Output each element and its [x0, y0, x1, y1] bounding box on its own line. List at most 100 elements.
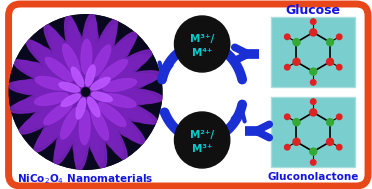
Ellipse shape	[82, 14, 96, 58]
Ellipse shape	[102, 94, 136, 108]
Ellipse shape	[65, 15, 79, 60]
Ellipse shape	[24, 92, 68, 106]
Ellipse shape	[73, 98, 88, 142]
Circle shape	[310, 29, 317, 36]
Ellipse shape	[61, 94, 80, 106]
Circle shape	[285, 114, 290, 120]
Ellipse shape	[87, 96, 108, 138]
Circle shape	[327, 138, 333, 145]
Ellipse shape	[32, 42, 64, 75]
Ellipse shape	[89, 95, 120, 130]
Circle shape	[310, 109, 317, 116]
Ellipse shape	[45, 57, 73, 81]
Ellipse shape	[24, 79, 68, 94]
Ellipse shape	[92, 45, 110, 77]
Ellipse shape	[83, 19, 97, 64]
Circle shape	[174, 16, 230, 72]
Ellipse shape	[117, 101, 157, 124]
Ellipse shape	[75, 126, 89, 170]
Ellipse shape	[60, 97, 85, 136]
Ellipse shape	[41, 47, 73, 81]
Circle shape	[293, 58, 300, 65]
Ellipse shape	[36, 79, 80, 95]
Ellipse shape	[56, 108, 80, 149]
Ellipse shape	[113, 89, 157, 104]
Ellipse shape	[44, 102, 72, 125]
FancyBboxPatch shape	[271, 17, 355, 87]
Circle shape	[311, 80, 316, 85]
Ellipse shape	[59, 82, 80, 92]
Ellipse shape	[94, 25, 117, 66]
Ellipse shape	[102, 97, 141, 122]
Circle shape	[174, 112, 230, 168]
Ellipse shape	[91, 36, 115, 76]
Ellipse shape	[105, 32, 137, 66]
Ellipse shape	[102, 37, 135, 70]
Circle shape	[9, 14, 163, 170]
Text: Gluconolactone: Gluconolactone	[267, 172, 359, 182]
Ellipse shape	[42, 66, 81, 91]
Ellipse shape	[87, 97, 100, 117]
Ellipse shape	[63, 46, 84, 88]
Ellipse shape	[103, 78, 147, 91]
Ellipse shape	[95, 19, 117, 60]
Circle shape	[337, 144, 342, 150]
Ellipse shape	[79, 110, 90, 145]
Ellipse shape	[86, 48, 112, 87]
Text: M³⁺: M³⁺	[192, 144, 212, 154]
Ellipse shape	[40, 93, 81, 115]
Ellipse shape	[112, 112, 145, 144]
Circle shape	[293, 39, 300, 46]
Ellipse shape	[103, 119, 127, 160]
Ellipse shape	[91, 89, 135, 105]
Ellipse shape	[103, 79, 137, 91]
Ellipse shape	[51, 54, 82, 89]
Ellipse shape	[93, 107, 116, 148]
Ellipse shape	[41, 105, 75, 137]
Ellipse shape	[107, 109, 140, 142]
Ellipse shape	[108, 54, 148, 78]
Circle shape	[310, 148, 317, 155]
Ellipse shape	[67, 20, 81, 65]
Ellipse shape	[15, 96, 59, 110]
Circle shape	[285, 64, 290, 70]
Ellipse shape	[100, 115, 123, 156]
Circle shape	[327, 119, 333, 126]
Ellipse shape	[54, 124, 76, 165]
Ellipse shape	[30, 100, 71, 122]
Ellipse shape	[92, 124, 106, 169]
Circle shape	[310, 68, 317, 75]
Ellipse shape	[86, 65, 95, 86]
Ellipse shape	[61, 107, 79, 139]
Ellipse shape	[56, 36, 78, 77]
Ellipse shape	[100, 62, 141, 84]
Ellipse shape	[92, 92, 112, 102]
Ellipse shape	[74, 120, 88, 165]
Ellipse shape	[91, 82, 135, 95]
Ellipse shape	[72, 30, 85, 75]
Ellipse shape	[36, 89, 80, 102]
Ellipse shape	[112, 74, 156, 88]
Ellipse shape	[19, 110, 59, 134]
Ellipse shape	[99, 59, 127, 82]
Ellipse shape	[90, 70, 131, 91]
Ellipse shape	[36, 113, 69, 147]
Text: M³⁺/: M³⁺/	[190, 34, 214, 44]
Ellipse shape	[99, 103, 131, 137]
Ellipse shape	[71, 67, 84, 87]
FancyBboxPatch shape	[271, 97, 355, 167]
Ellipse shape	[76, 98, 86, 119]
Ellipse shape	[34, 118, 66, 152]
Ellipse shape	[8, 81, 52, 95]
Ellipse shape	[96, 47, 130, 79]
Ellipse shape	[48, 28, 71, 69]
Circle shape	[285, 144, 290, 150]
Ellipse shape	[10, 99, 54, 113]
Ellipse shape	[91, 108, 109, 140]
Text: M⁴⁺: M⁴⁺	[192, 48, 212, 58]
Ellipse shape	[83, 97, 96, 142]
Ellipse shape	[119, 89, 163, 103]
Ellipse shape	[62, 44, 80, 76]
Ellipse shape	[103, 90, 147, 105]
Ellipse shape	[30, 62, 70, 87]
